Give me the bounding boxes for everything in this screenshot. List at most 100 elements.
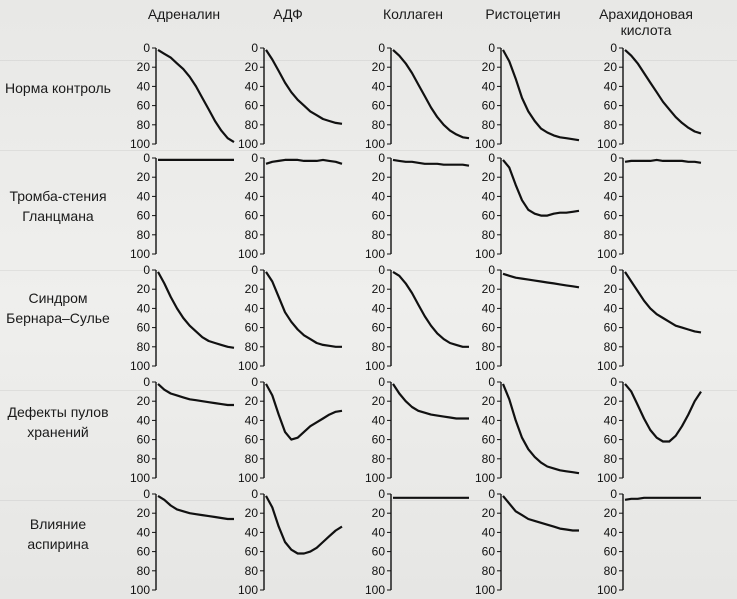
column-header-ristocetin: Ристоцетин [485, 6, 561, 22]
aggregation-curve [502, 159, 580, 217]
aggregation-curve [157, 48, 235, 144]
y-tick-label: 100 [365, 247, 385, 261]
aggregation-chart: 0 20 40 60 80 100 [597, 375, 702, 485]
y-tick-label: 100 [238, 137, 258, 151]
aggregation-chart: 0 20 40 60 80 100 [365, 487, 469, 597]
y-tick-label: 100 [365, 583, 385, 597]
y-tick-label: 100 [597, 247, 617, 261]
y-tick-label: 60 [372, 209, 386, 223]
y-tick-label: 40 [482, 79, 496, 93]
y-tick-label: 80 [604, 564, 618, 578]
y-tick-label: 100 [130, 247, 150, 261]
y-tick-label: 40 [137, 525, 151, 539]
chart-panel-r1-adrenaline: 0 20 40 60 80 100 [130, 41, 236, 151]
y-tick-label: 40 [137, 413, 151, 427]
y-tick-label: 20 [372, 60, 386, 74]
chart-panel-r2-adrenaline: 0 20 40 60 80 100 [130, 151, 236, 261]
y-tick-label: 40 [245, 413, 259, 427]
y-tick-label: 20 [245, 282, 259, 296]
y-tick-label: 60 [245, 433, 259, 447]
aggregation-curve [502, 49, 580, 142]
y-tick-label: 0 [378, 487, 385, 501]
y-tick-label: 0 [378, 375, 385, 389]
y-tick-label: 100 [475, 137, 495, 151]
column-header-collagen: Коллаген [382, 6, 444, 22]
y-tick-label: 20 [245, 506, 259, 520]
y-tick-label: 20 [137, 60, 151, 74]
y-tick-label: 0 [143, 151, 150, 165]
aggregation-curve [265, 49, 343, 125]
aggregation-curve [157, 271, 235, 349]
y-tick-label: 20 [137, 170, 151, 184]
y-tick-label: 60 [245, 99, 259, 113]
y-tick-label: 0 [488, 151, 495, 165]
y-tick-label: 40 [137, 189, 151, 203]
y-tick-label: 60 [372, 99, 386, 113]
y-tick-label: 0 [143, 375, 150, 389]
y-tick-label: 20 [137, 394, 151, 408]
y-tick-label: 100 [365, 137, 385, 151]
y-tick-label: 0 [251, 263, 258, 277]
y-tick-label: 40 [604, 413, 618, 427]
y-tick-label: 80 [245, 228, 259, 242]
aggregation-curve [157, 494, 234, 521]
column-header-adrenaline: Адреналин [147, 6, 221, 22]
y-tick-label: 40 [372, 301, 386, 315]
y-tick-label: 60 [372, 321, 386, 335]
y-tick-label: 40 [137, 301, 151, 315]
y-tick-label: 0 [488, 487, 495, 501]
y-tick-label: 100 [238, 359, 258, 373]
y-tick-label: 40 [482, 525, 496, 539]
y-tick-label: 80 [482, 118, 496, 132]
column-header-adp: АДФ [273, 6, 303, 22]
y-tick-label: 20 [372, 394, 386, 408]
aggregation-curve [392, 49, 470, 140]
y-tick-label: 60 [604, 99, 618, 113]
y-tick-label: 100 [475, 583, 495, 597]
y-tick-label: 80 [482, 564, 496, 578]
chart-panel-r5-collagen: 0 20 40 60 80 100 [365, 487, 471, 597]
aggregation-curve [624, 496, 701, 501]
aggregation-chart: 0 20 40 60 80 100 [130, 487, 234, 597]
chart-panel-r3-arachidonic-acid: 0 20 40 60 80 100 [597, 263, 703, 373]
y-tick-label: 0 [378, 41, 385, 55]
chart-panel-r1-collagen: 0 20 40 60 80 100 [365, 41, 471, 151]
y-tick-label: 20 [604, 506, 618, 520]
y-tick-label: 80 [372, 452, 386, 466]
y-tick-label: 60 [482, 99, 496, 113]
y-tick-label: 0 [610, 151, 617, 165]
y-tick-label: 60 [604, 545, 618, 559]
y-tick-label: 20 [604, 170, 618, 184]
aggregation-chart: 0 20 40 60 80 100 [130, 375, 234, 485]
y-tick-label: 80 [604, 340, 618, 354]
y-tick-label: 80 [604, 118, 618, 132]
chart-panel-r1-arachidonic-acid: 0 20 40 60 80 100 [597, 41, 703, 151]
y-tick-label: 60 [245, 209, 259, 223]
aggregation-chart: 0 20 40 60 80 100 [130, 41, 235, 151]
background-line [0, 390, 737, 391]
y-tick-label: 40 [482, 301, 496, 315]
y-tick-label: 60 [137, 99, 151, 113]
chart-panel-r5-arachidonic-acid: 0 20 40 60 80 100 [597, 487, 703, 597]
chart-panel-r2-arachidonic-acid: 0 20 40 60 80 100 [597, 151, 703, 261]
y-tick-label: 0 [251, 151, 258, 165]
aggregation-chart: 0 20 40 60 80 100 [365, 41, 470, 151]
column-header-arachidonic-acid: Арахидоновая кислота [599, 6, 693, 38]
y-tick-label: 20 [604, 60, 618, 74]
y-tick-label: 60 [482, 321, 496, 335]
y-tick-label: 80 [137, 340, 151, 354]
chart-panel-r4-collagen: 0 20 40 60 80 100 [365, 375, 471, 485]
aggregation-chart: 0 20 40 60 80 100 [597, 151, 702, 261]
y-tick-label: 20 [482, 170, 496, 184]
y-tick-label: 100 [365, 359, 385, 373]
y-tick-label: 20 [245, 60, 259, 74]
y-tick-label: 80 [245, 340, 259, 354]
chart-panel-r4-ristocetin: 0 20 40 60 80 100 [475, 375, 581, 485]
y-tick-label: 80 [372, 228, 386, 242]
y-tick-label: 80 [245, 564, 259, 578]
y-tick-label: 60 [137, 209, 151, 223]
y-tick-label: 0 [610, 487, 617, 501]
y-tick-label: 80 [482, 228, 496, 242]
chart-panel-r4-adp: 0 20 40 60 80 100 [238, 375, 344, 485]
row-label-glanzmann-thrombasthenia: Тромба-стения Гланцмана [9, 188, 107, 224]
